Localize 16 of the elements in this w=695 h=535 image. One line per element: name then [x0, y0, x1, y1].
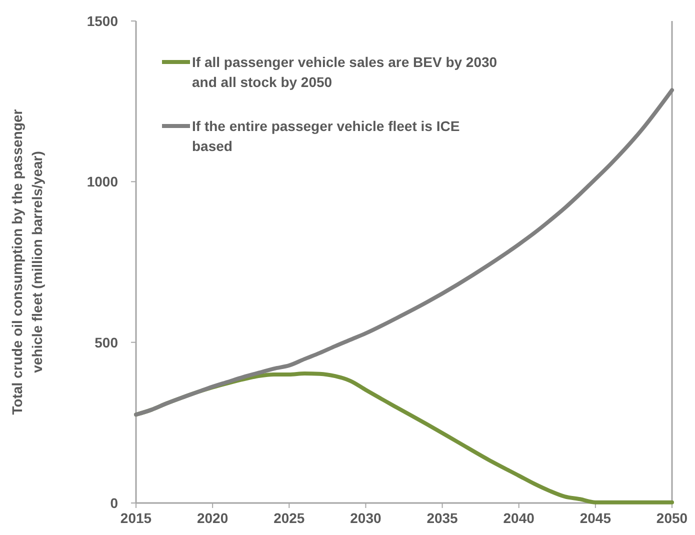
y-tick-label: 500	[94, 334, 118, 350]
legend-label: If all passenger vehicle sales are BEV by 2030 and all stock by 2050	[192, 54, 498, 90]
legend-label: If the entire passeger vehicle fleet is ICE based	[192, 118, 460, 154]
x-tick-label: 2045	[580, 510, 612, 526]
y-axis-title: Total crude oil consumption by the passenger vehicle fleet (million barrels/year)	[9, 108, 45, 415]
x-tick-label: 2030	[350, 510, 382, 526]
x-tick-label: 2020	[196, 510, 228, 526]
y-tick-label: 0	[110, 495, 118, 511]
y-tick-label: 1000	[86, 174, 118, 190]
x-tick-label: 2025	[274, 510, 305, 526]
y-tick-label: 1500	[86, 13, 118, 29]
x-tick-label: 2050	[656, 510, 688, 526]
x-tick-label: 2035	[426, 510, 458, 526]
line-series	[134, 88, 674, 417]
x-tick-label: 2040	[503, 510, 535, 526]
x-tick-label: 2015	[120, 510, 152, 526]
